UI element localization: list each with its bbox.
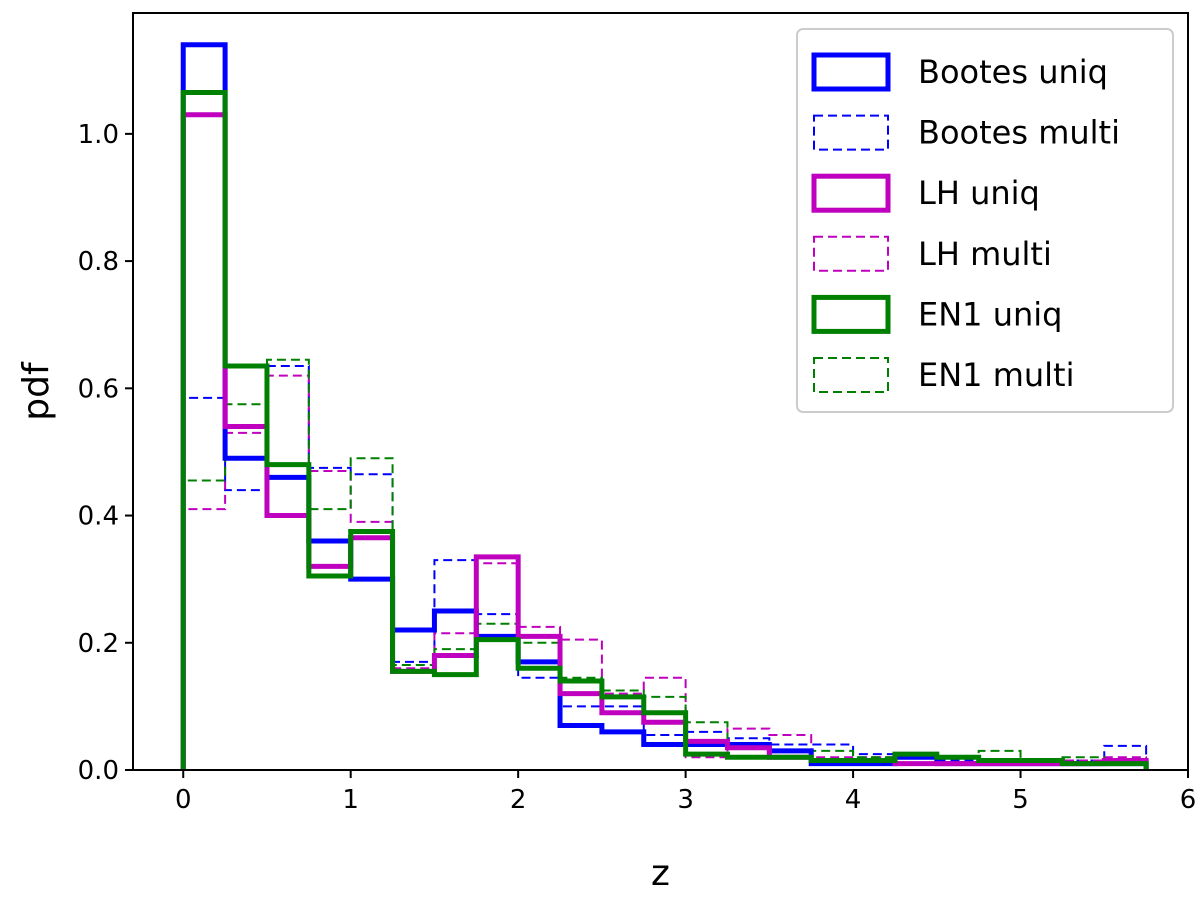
x-tick-label: 1 [342, 785, 359, 815]
x-axis-ticks: 0 1 2 3 4 5 6 [175, 770, 1196, 815]
x-tick-label: 2 [510, 785, 527, 815]
y-tick-label: 0.4 [78, 502, 119, 532]
legend-label: Bootes uniq [918, 53, 1108, 91]
y-axis-label: pdf [16, 361, 57, 421]
legend-swatch [811, 294, 891, 334]
legend-label: EN1 multi [918, 356, 1074, 394]
x-axis-label: z [651, 853, 670, 893]
y-tick-label: 0.6 [78, 374, 119, 404]
series-line-en1-multi [182, 358, 1148, 770]
x-tick-label: 5 [1012, 785, 1029, 815]
y-tick-label: 0.0 [78, 756, 119, 786]
legend-frame [796, 28, 1174, 413]
legend-label: LH uniq [918, 174, 1040, 212]
legend: Bootes uniq Bootes multi LH uniq LH multi EN… [796, 28, 1174, 413]
x-tick-label: 6 [1180, 785, 1197, 815]
legend-swatch [811, 52, 891, 92]
series-layer [180, 42, 1149, 770]
x-tick-label: 0 [175, 785, 192, 815]
legend-swatch [813, 235, 889, 272]
legend-swatch [811, 173, 891, 213]
legend-swatch [813, 114, 889, 151]
y-tick-label: 1.0 [78, 120, 119, 150]
legend-label: LH multi [918, 235, 1052, 273]
legend-label: EN1 uniq [918, 295, 1062, 333]
x-tick-label: 4 [845, 785, 862, 815]
x-tick-label: 3 [677, 785, 694, 815]
y-tick-label: 0.2 [78, 629, 119, 659]
legend-label: Bootes multi [918, 114, 1120, 152]
plot-frame [132, 12, 1189, 771]
series-line-en1-uniq [180, 90, 1149, 770]
legend-swatch [813, 357, 889, 393]
y-axis-ticks: 0.0 0.2 0.4 0.6 0.8 1.0 [78, 120, 133, 786]
y-tick-label: 0.8 [78, 247, 119, 277]
